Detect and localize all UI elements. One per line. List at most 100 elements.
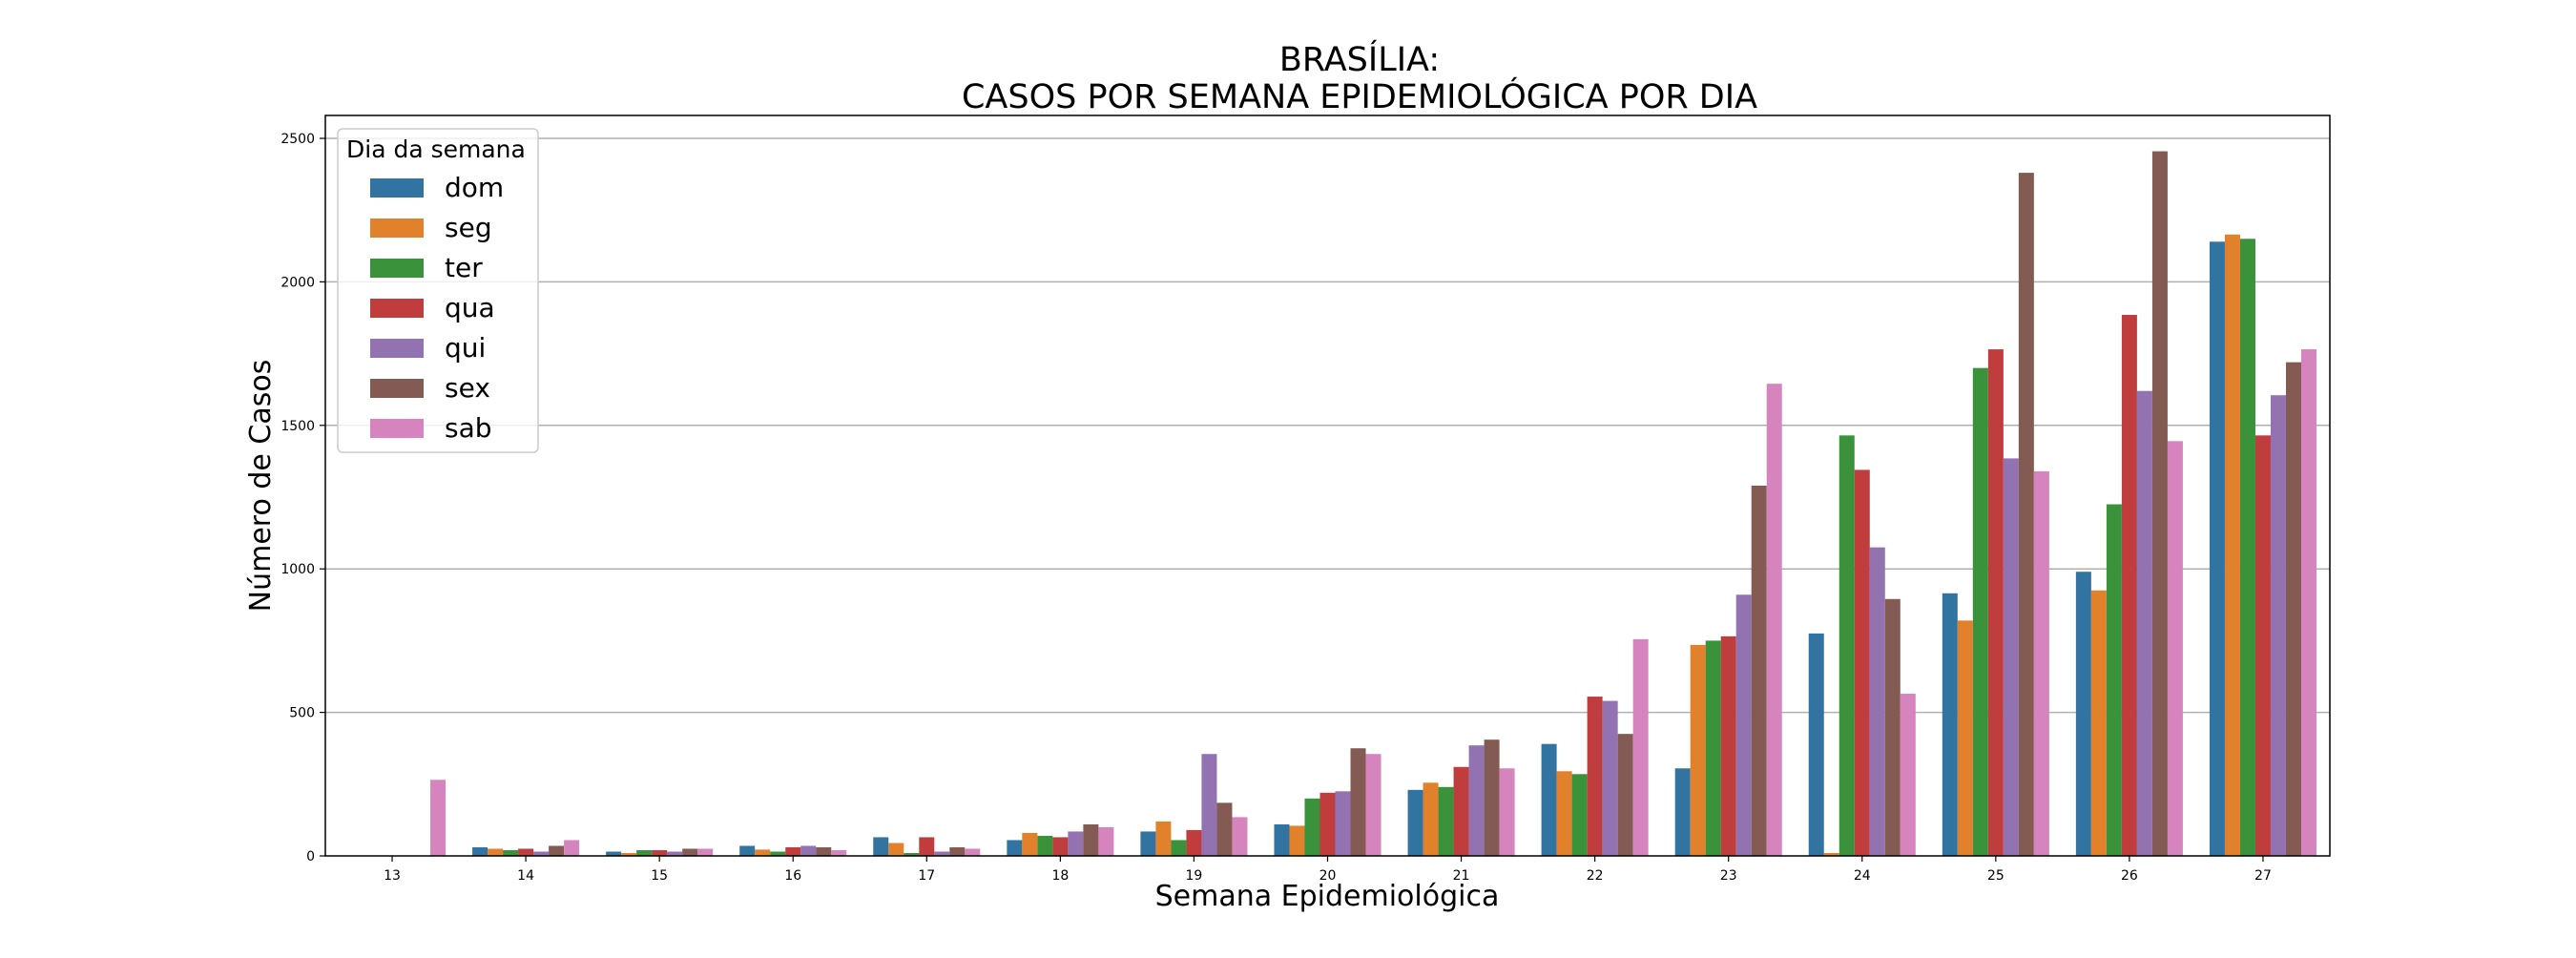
y-axis-label: Número de Casos [244, 360, 278, 613]
bar-qua-15 [652, 849, 668, 856]
bar-seg-24 [1823, 852, 1839, 856]
bar-seg-17 [888, 843, 904, 856]
bar-seg-22 [1556, 771, 1572, 856]
bar-sab-15 [697, 848, 714, 856]
legend-label-ter: ter [445, 252, 483, 283]
chart-title-line1: BRASÍLIA: [1279, 39, 1440, 79]
bar-seg-20 [1289, 825, 1305, 856]
bar-sex-18 [1083, 823, 1099, 856]
x-tick-label: 27 [2254, 868, 2272, 884]
bar-ter-26 [2106, 504, 2122, 856]
x-tick-label: 17 [918, 868, 935, 884]
bar-ter-24 [1839, 435, 1855, 856]
bar-qui-21 [1468, 745, 1485, 856]
bar-qui-14 [533, 851, 550, 856]
bar-sex-22 [1617, 734, 1633, 856]
bar-ter-14 [503, 849, 519, 856]
bar-seg-18 [1022, 832, 1038, 856]
bar-qua-26 [2121, 314, 2137, 856]
legend-label-seg: seg [445, 212, 492, 243]
bar-sex-15 [682, 848, 698, 856]
x-tick-label: 14 [517, 868, 534, 884]
bar-sex-27 [2285, 362, 2301, 856]
legend-swatch-qui [370, 339, 424, 358]
bar-sex-19 [1216, 802, 1233, 856]
bar-qua-24 [1854, 469, 1870, 856]
bar-seg-21 [1423, 782, 1439, 856]
bar-qui-26 [2136, 390, 2152, 856]
bar-sab-23 [1766, 384, 1782, 856]
bar-dom-23 [1674, 768, 1691, 856]
bar-qua-18 [1052, 837, 1069, 856]
y-axis-ticks: 0 500 1000 1500 2000 2500 [280, 132, 325, 864]
bar-seg-14 [488, 848, 504, 856]
bar-ter-16 [770, 851, 786, 856]
x-tick-label: 22 [1587, 868, 1604, 884]
bar-seg-27 [2224, 234, 2240, 856]
x-tick-label: 21 [1453, 868, 1470, 884]
bar-sab-13 [430, 780, 447, 856]
bar-sab-16 [831, 849, 847, 856]
bar-seg-19 [1155, 821, 1172, 856]
x-axis-label: Semana Epidemiológica [1155, 880, 1500, 913]
bar-sex-25 [2018, 173, 2034, 856]
bar-qua-14 [518, 848, 534, 856]
bar-sab-14 [564, 840, 580, 856]
x-tick-label: 26 [2121, 868, 2138, 884]
legend-swatch-ter [370, 259, 424, 278]
bar-dom-21 [1407, 789, 1423, 856]
bar-dom-18 [1007, 840, 1023, 856]
bar-qua-17 [919, 837, 935, 856]
bar-qua-22 [1587, 697, 1603, 856]
bar-seg-26 [2090, 590, 2107, 856]
bar-dom-27 [2209, 241, 2225, 857]
legend-swatch-qua [370, 299, 424, 318]
bar-ter-20 [1304, 798, 1320, 856]
bar-dom-22 [1541, 743, 1557, 856]
bar-ter-25 [1972, 367, 1988, 856]
bar-seg-25 [1957, 620, 1973, 856]
bar-sex-21 [1484, 739, 1500, 856]
x-tick-label: 23 [1720, 868, 1737, 884]
legend-label-dom: dom [445, 172, 504, 203]
bar-ter-18 [1037, 835, 1053, 856]
bar-qua-20 [1319, 792, 1336, 856]
x-tick-label: 16 [784, 868, 801, 884]
bar-seg-23 [1690, 644, 1706, 856]
legend-label-sab: sab [445, 412, 492, 444]
bar-seg-15 [621, 852, 637, 856]
legend-swatch-sab [370, 419, 424, 438]
bar-sab-25 [2033, 470, 2049, 856]
y-tick-label: 500 [289, 706, 315, 721]
bar-ter-19 [1171, 840, 1187, 856]
x-tick-label: 18 [1051, 868, 1069, 884]
chart-title-line2: CASOS POR SEMANA EPIDEMIOLÓGICA POR DIA [962, 76, 1757, 116]
legend-swatch-sex [370, 379, 424, 398]
bar-ter-23 [1705, 640, 1721, 856]
bar-sab-26 [2167, 441, 2183, 856]
bar-dom-26 [2075, 572, 2091, 856]
bar-ter-22 [1571, 774, 1588, 856]
bar-sex-14 [549, 845, 565, 856]
x-axis-ticks: 13 14 15 16 17 18 19 20 21 22 23 24 25 26 27 [384, 856, 2272, 884]
bar-sex-16 [816, 846, 832, 856]
bar-sab-20 [1365, 754, 1381, 856]
bar-dom-20 [1274, 823, 1290, 856]
bar-ter-21 [1438, 786, 1454, 856]
legend-swatch-seg [370, 219, 424, 238]
bar-dom-16 [739, 845, 756, 856]
x-tick-label: 19 [1186, 868, 1203, 884]
bar-sex-17 [949, 846, 966, 856]
bar-sab-19 [1232, 817, 1248, 856]
bar-qui-16 [800, 845, 817, 856]
legend: Dia da semana dom seg ter qua qui sex sab [337, 128, 539, 453]
bar-qui-24 [1869, 547, 1885, 856]
bar-qua-27 [2254, 435, 2271, 856]
legend-label-qui: qui [445, 332, 486, 364]
legend-title: Dia da semana [346, 135, 526, 163]
bar-qui-19 [1201, 754, 1217, 856]
legend-label-qua: qua [445, 292, 495, 323]
x-tick-label: 15 [651, 868, 668, 884]
